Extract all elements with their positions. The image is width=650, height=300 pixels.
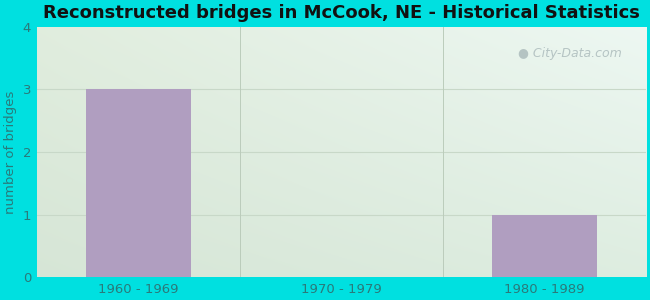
Text: ● City-Data.com: ● City-Data.com: [517, 46, 621, 60]
Y-axis label: number of bridges: number of bridges: [4, 90, 17, 214]
Bar: [86, 89, 191, 277]
Title: Reconstructed bridges in McCook, NE - Historical Statistics: Reconstructed bridges in McCook, NE - Hi…: [43, 4, 640, 22]
Bar: [491, 214, 597, 277]
